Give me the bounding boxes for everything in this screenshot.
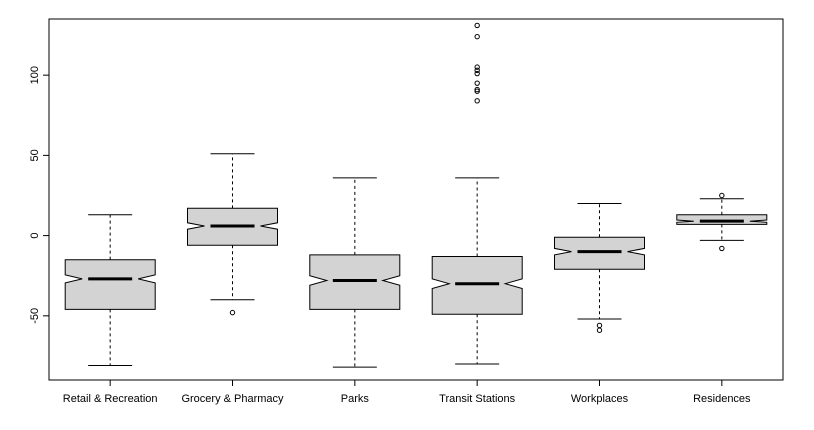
box-2 [187,153,278,316]
boxes [64,22,768,368]
y-axis: -50 0 50 100 [29,66,50,324]
outlier-point [474,98,480,104]
outlier-point [229,309,236,316]
outlier-point [719,192,725,199]
outlier-point [474,80,480,86]
x-tick-label: Transit Stations [439,393,516,405]
x-tick-label: Workplaces [571,393,629,405]
x-tick-label: Retail & Recreation [63,393,158,405]
box-5 [554,203,645,333]
box-3 [309,177,401,368]
outlier-point [596,327,603,333]
box-body [676,214,768,225]
outlier-point [474,33,480,40]
box-body [554,236,645,270]
outlier-point [474,70,480,77]
outlier-point [474,86,480,93]
x-tick-label: Grocery & Pharmacy [181,393,284,405]
box-body [309,254,401,310]
outlier-point [474,88,480,94]
outlier-point [474,67,480,74]
y-tick-label: 100 [29,66,41,84]
outlier-point [596,322,603,329]
box-6 [676,192,768,252]
outlier-point [474,22,480,29]
x-axis: Retail & Recreation Grocery & Pharmacy Par… [63,379,751,405]
plot-frame [48,18,784,381]
outlier-point [719,245,725,252]
y-tick-label: 50 [29,149,41,161]
box-body [431,256,523,315]
x-tick-label: Parks [341,393,370,405]
outlier-point [474,64,480,70]
box-4 [431,22,523,365]
y-tick-label: -50 [29,308,41,324]
y-tick-label: 0 [29,233,41,239]
box-body [64,259,156,310]
box-1 [64,214,156,367]
x-tick-label: Residences [693,393,751,405]
